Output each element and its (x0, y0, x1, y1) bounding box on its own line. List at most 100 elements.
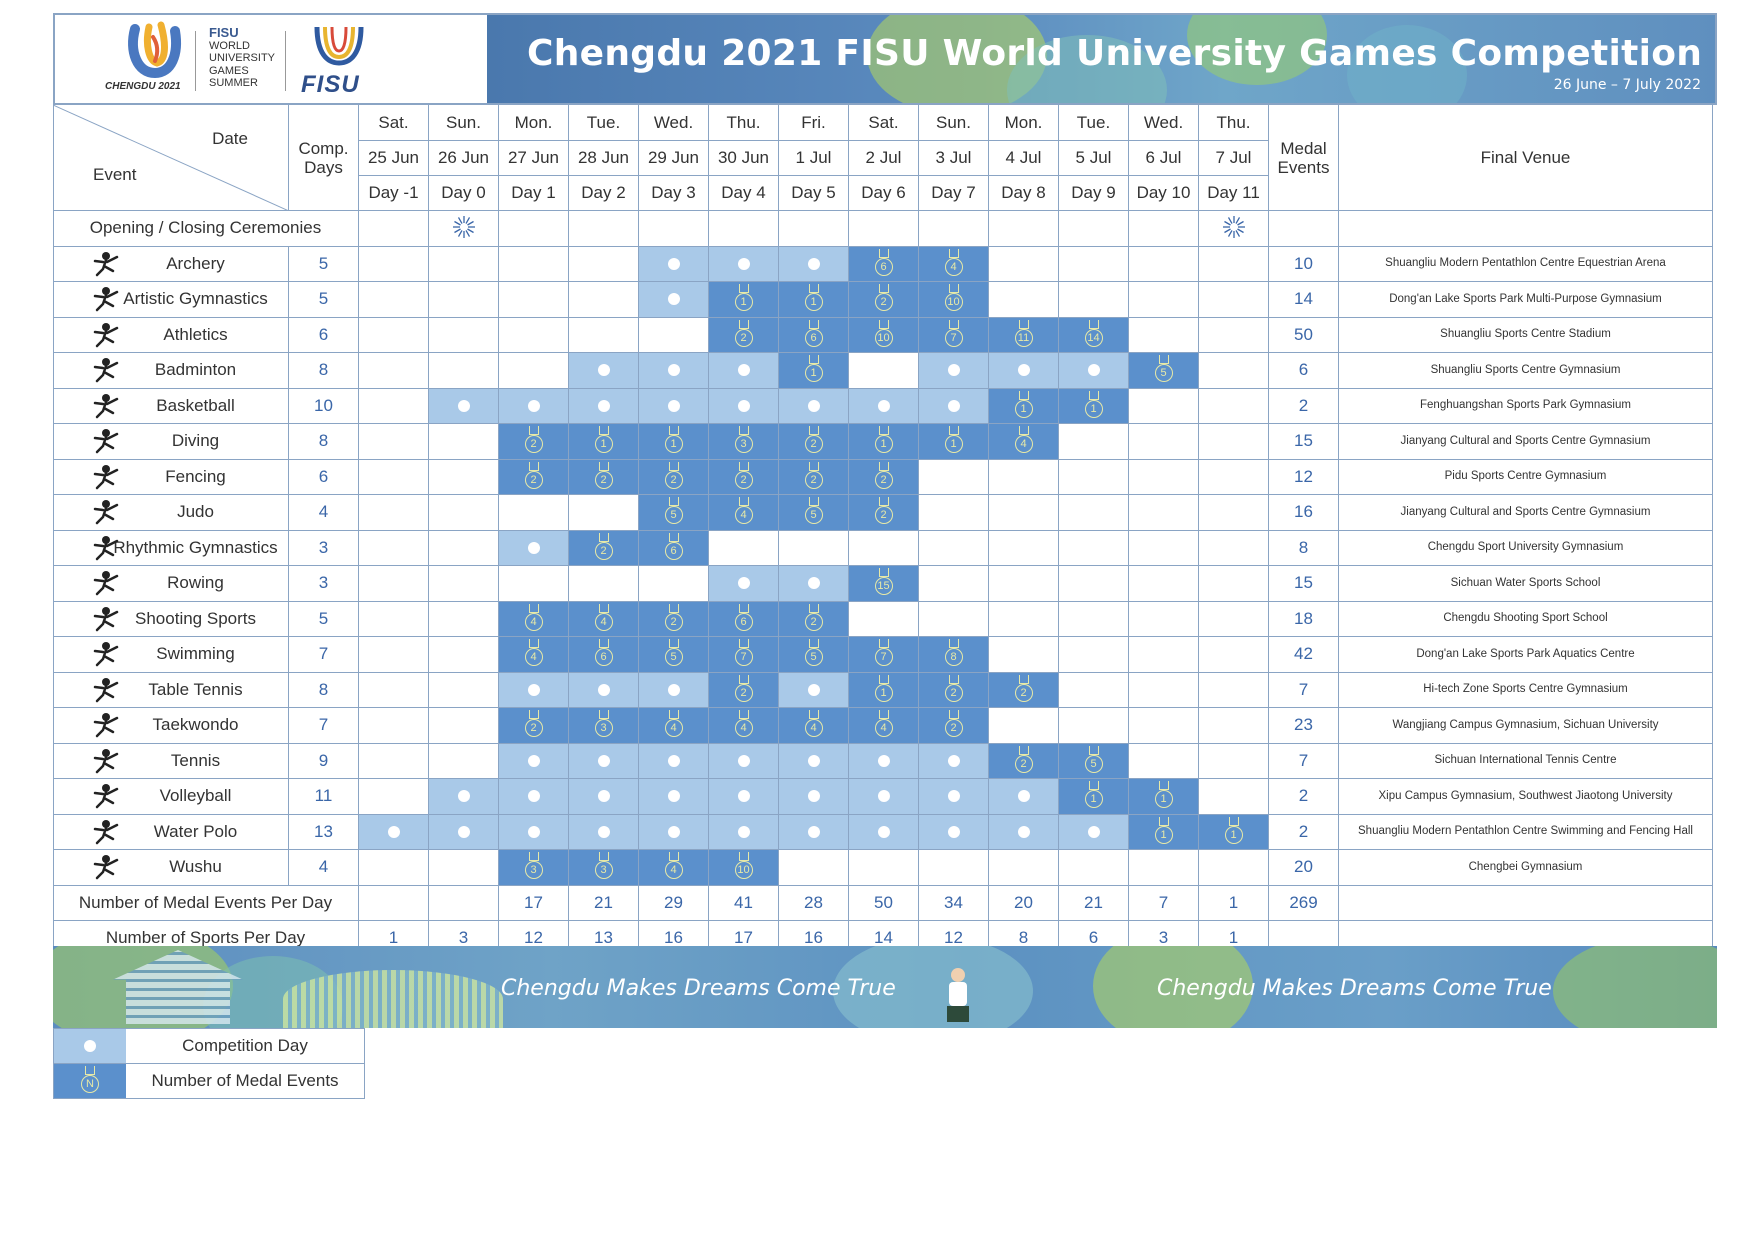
schedule-cell (1129, 246, 1199, 282)
medal-icon: 1 (594, 426, 614, 456)
schedule-cell: 4 (639, 708, 709, 744)
medal-count: 5 (664, 506, 683, 525)
medal-count: 4 (1014, 435, 1033, 454)
medal-ribbon (948, 426, 959, 436)
legend-medal-label: Number of Medal Events (151, 1071, 339, 1090)
final-venue-value: Jianyang Cultural and Sports Centre Gymn… (1339, 495, 1713, 531)
schedule-cell: 11 (989, 317, 1059, 353)
competition-dot-icon (457, 825, 470, 838)
schedule-cell (919, 850, 989, 886)
medal-icon: 1 (734, 284, 754, 314)
medal-icon: 5 (1084, 745, 1104, 776)
schedule-cell (1199, 566, 1269, 602)
medal-ribbon (808, 319, 819, 329)
medal-icon: 2 (804, 426, 824, 456)
schedule-cell (779, 530, 849, 566)
day-of-week: Wed. (639, 105, 709, 141)
schedule-cell (1059, 424, 1129, 460)
comp-days-value: 3 (289, 530, 359, 566)
competition-dot-icon (527, 825, 540, 838)
schedule-cell (919, 566, 989, 602)
medal-count: 1 (804, 293, 823, 312)
schedule-cell: 1 (1059, 779, 1129, 815)
medal-icon: 2 (804, 461, 824, 492)
medal-per-day-value: 7 (1129, 885, 1199, 921)
schedule-cell (429, 530, 499, 566)
schedule-cell (1129, 566, 1199, 602)
schedule-cell (1129, 637, 1199, 673)
ceremony-day-cell (1059, 211, 1129, 247)
medal-count: 5 (664, 648, 683, 667)
fisu-wordmark: FISU WORLD UNIVERSITY GAMES SUMMER (209, 26, 275, 90)
medal-icon: 1 (804, 355, 824, 385)
schedule-cell (499, 282, 569, 318)
medal-icon: 1 (944, 426, 964, 456)
medal-per-day-value: 1 (1199, 885, 1269, 921)
schedule-cell (639, 672, 709, 708)
schedule-cell (849, 388, 919, 424)
medal-ribbon (808, 710, 819, 720)
schedule-cell: 1 (849, 424, 919, 460)
schedule-cell (499, 779, 569, 815)
medal-events-value: 2 (1269, 388, 1339, 424)
medal-count: 10 (734, 861, 753, 880)
title-band: Chengdu 2021 FISU World University Games… (487, 15, 1715, 103)
medal-ribbon (878, 674, 889, 684)
schedule-cell (919, 779, 989, 815)
event-row-label: Rowing (53, 566, 289, 602)
schedule-cell (1059, 672, 1129, 708)
schedule-cell (1199, 672, 1269, 708)
schedule-cell (429, 317, 499, 353)
ceremony-day-cell (709, 211, 779, 247)
schedule-cell (639, 743, 709, 779)
schedule-cell (779, 779, 849, 815)
medal-ribbon (948, 284, 959, 294)
schedule-cell: 5 (639, 637, 709, 673)
medal-ribbon (598, 639, 609, 649)
legend-swatch-dark: N (54, 1064, 126, 1098)
ceremonies-label: Opening / Closing Ceremonies (53, 211, 359, 247)
medal-count: 2 (1014, 683, 1033, 702)
medal-ribbon (668, 426, 679, 436)
medal-icon: 4 (524, 603, 544, 634)
medal-count: 2 (804, 612, 823, 631)
final-venue-value: Shuangliu Modern Pentathlon Centre Eques… (1339, 246, 1713, 282)
schedule-cell (1129, 282, 1199, 318)
games-day: Day 3 (639, 176, 709, 211)
schedule-cell (1199, 850, 1269, 886)
games-day: Day -1 (359, 176, 429, 211)
schedule-cell (989, 779, 1059, 815)
schedule-cell (1129, 495, 1199, 531)
schedule-cell (989, 814, 1059, 850)
schedule-cell (1199, 388, 1269, 424)
medal-icon: 1 (1154, 816, 1174, 847)
medal-ribbon (878, 319, 889, 329)
schedule-cell (1129, 672, 1199, 708)
schedule-cell: 2 (499, 708, 569, 744)
medal-count: 4 (524, 648, 543, 667)
ceremony-day-cell (849, 211, 919, 247)
schedule-cell: 2 (849, 495, 919, 531)
event-name: Tennis (170, 750, 221, 770)
medal-ribbon (878, 461, 889, 471)
schedule-cell: 6 (709, 601, 779, 637)
medal-icon: 7 (734, 639, 754, 669)
medal-count: 1 (1014, 399, 1033, 418)
schedule-sheet: CHENGDU 2021 FISU WORLD UNIVERSITY GAMES… (53, 13, 1717, 1163)
table-tennis-icon (89, 677, 123, 703)
schedule-cell (919, 353, 989, 389)
schedule-cell (1129, 317, 1199, 353)
medal-ribbon (878, 710, 889, 720)
medal-count: 6 (594, 648, 613, 667)
schedule-cell (1199, 424, 1269, 460)
schedule-cell: 2 (779, 601, 849, 637)
competition-dot-icon (667, 683, 680, 696)
medal-per-day-value: 41 (709, 885, 779, 921)
event-name: Shooting Sports (135, 608, 256, 628)
ceremonies-medal-cell (1269, 211, 1339, 247)
comp-days-value: 8 (289, 424, 359, 460)
games-day: Day 6 (849, 176, 919, 211)
schedule-cell: 1 (1129, 814, 1199, 850)
medal-count: 15 (874, 577, 893, 596)
medal-ribbon (598, 852, 609, 862)
